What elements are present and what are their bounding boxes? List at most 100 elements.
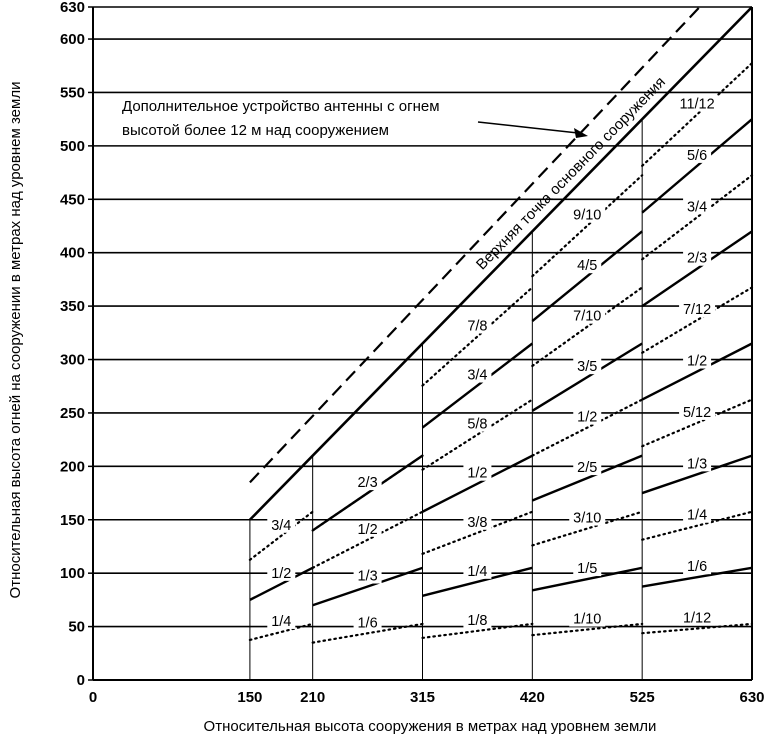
y-tick-label-0: 0 <box>77 672 85 689</box>
x-tick-label-630: 630 <box>739 689 764 706</box>
series-segment-9 <box>421 342 534 429</box>
series-segment-13 <box>422 566 533 597</box>
series-label-bg-17 <box>569 307 606 324</box>
series-layer <box>248 6 754 644</box>
series-label-bg-24 <box>675 95 720 112</box>
x-tick-label-150: 150 <box>237 689 262 706</box>
series-label-27: 2/3 <box>687 251 707 267</box>
series-label-bg-9 <box>463 366 492 383</box>
series-label-bg-1 <box>267 564 296 581</box>
vertical-grid-layer <box>249 119 643 680</box>
series-label-29: 1/2 <box>687 354 707 370</box>
series-label-bg-31 <box>683 455 712 472</box>
antenna-line <box>249 6 701 484</box>
structure-top-line <box>248 6 753 521</box>
series-segment-10 <box>421 398 534 471</box>
label-layer: 3/4 1/2 1/4 5/6 2/3 1/2 1/3 1/6 7/8 3/4 5/8 1/2 3/8 1… <box>267 95 720 631</box>
series-label-bg-6 <box>353 567 382 584</box>
y-tick-label-150: 150 <box>60 512 85 529</box>
series-label-bg-32 <box>683 506 712 523</box>
series-label-31: 1/3 <box>687 456 707 472</box>
series-label-12: 3/8 <box>467 515 487 531</box>
series-label-14: 1/8 <box>467 613 487 629</box>
series-segment-0 <box>248 510 314 561</box>
series-label-bg-5 <box>353 520 382 537</box>
series-label-30: 5/12 <box>683 405 711 421</box>
series-segment-17 <box>531 286 644 368</box>
series-label-bg-12 <box>463 513 492 530</box>
series-label-24: 11/12 <box>679 96 714 112</box>
x-tick-label-0: 0 <box>89 689 97 706</box>
series-segment-32 <box>641 510 754 541</box>
series-label-bg-15 <box>569 206 606 223</box>
x-axis-label: Относительная высота сооружения в метрах… <box>204 718 657 735</box>
series-segment-19 <box>531 398 644 457</box>
x-tick-label-315: 315 <box>410 689 435 706</box>
series-segment-20 <box>531 454 643 502</box>
series-label-16: 4/5 <box>577 258 597 274</box>
series-segment-1 <box>249 566 314 601</box>
y-tick-label-500: 500 <box>60 138 85 155</box>
series-segment-7 <box>311 622 424 644</box>
series-label-bg-2 <box>267 612 296 629</box>
y-tick-label-600: 600 <box>60 31 85 48</box>
axis-layer <box>92 7 753 681</box>
series-label-22: 1/5 <box>577 561 597 577</box>
series-label-bg-7 <box>353 614 382 631</box>
series-label-bg-33 <box>683 558 712 575</box>
series-label-bg-11 <box>463 464 492 481</box>
series-segment-21 <box>531 510 644 547</box>
series-segment-16 <box>531 230 643 322</box>
y-tick-label-250: 250 <box>60 405 85 422</box>
series-label-32: 1/4 <box>687 508 707 524</box>
series-label-bg-25 <box>683 146 712 163</box>
y-tick-label-450: 450 <box>60 191 85 208</box>
series-segment-31 <box>641 454 753 495</box>
series-label-bg-26 <box>683 198 712 215</box>
series-segment-4 <box>311 454 424 532</box>
antenna-annotation-line-1: Дополнительное устройство антенны с огне… <box>122 98 440 115</box>
y-tick-label-630: 630 <box>60 0 85 16</box>
antenna-annotation-arrow-shaft <box>477 121 579 134</box>
series-segment-2 <box>248 622 314 642</box>
series-label-bg-19 <box>573 408 602 425</box>
y-tick-label-300: 300 <box>60 352 85 369</box>
y-tick-label-200: 200 <box>60 458 85 475</box>
series-label-7: 1/6 <box>357 615 377 631</box>
series-label-20: 2/5 <box>577 460 597 476</box>
series-label-23: 1/10 <box>573 612 601 628</box>
series-label-bg-16 <box>573 257 602 274</box>
series-segment-5 <box>311 510 424 569</box>
series-label-15: 9/10 <box>573 208 601 224</box>
series-label-19: 1/2 <box>577 410 597 426</box>
series-label-bg-13 <box>463 562 492 579</box>
series-segment-27 <box>641 230 753 308</box>
series-segment-18 <box>531 342 643 412</box>
series-segment-28 <box>641 286 754 354</box>
series-label-9: 3/4 <box>467 368 487 384</box>
series-label-bg-0 <box>267 516 296 533</box>
series-segment-33 <box>641 566 753 588</box>
series-label-bg-8 <box>463 317 492 334</box>
series-segment-12 <box>421 510 534 555</box>
series-label-21: 3/10 <box>573 511 601 527</box>
series-label-bg-4 <box>353 474 382 491</box>
series-segment-26 <box>641 174 754 261</box>
series-label-26: 3/4 <box>687 199 707 215</box>
series-label-1: 1/2 <box>271 566 291 582</box>
series-label-bg-29 <box>683 352 712 369</box>
series-label-bg-21 <box>569 509 606 526</box>
series-label-bg-27 <box>683 249 712 266</box>
series-segment-22 <box>532 566 643 592</box>
y-tick-label-350: 350 <box>60 298 85 315</box>
series-label-10: 5/8 <box>467 417 487 433</box>
series-label-4: 2/3 <box>357 475 377 491</box>
series-label-bg-34 <box>679 609 716 626</box>
series-segment-11 <box>421 454 533 513</box>
series-segment-29 <box>641 342 753 401</box>
y-tick-label-400: 400 <box>60 245 85 262</box>
series-label-bg-20 <box>573 459 602 476</box>
series-label-2: 1/4 <box>271 614 291 630</box>
series-label-8: 7/8 <box>467 319 487 335</box>
